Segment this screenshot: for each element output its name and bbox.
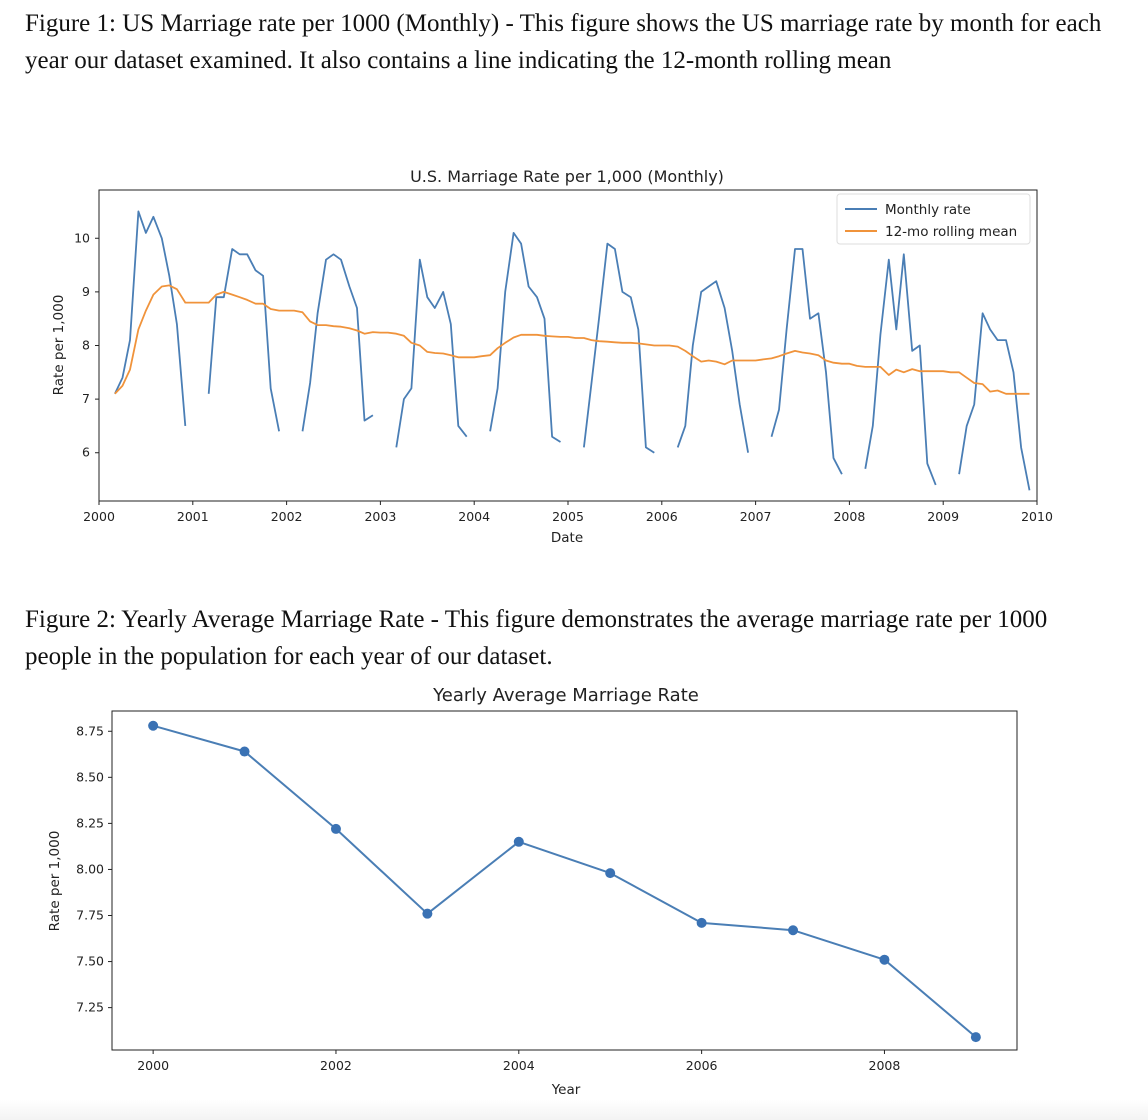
x-tick-label: 2003 [364, 509, 396, 524]
x-axis-ticks: 2000 2002 2004 2006 2008 [137, 1050, 900, 1073]
y-tick-label: 7.75 [76, 908, 104, 923]
y-tick-label: 7.25 [76, 1000, 104, 1015]
x-tick-label: 2010 [1021, 509, 1053, 524]
y-tick-label: 7.50 [76, 954, 104, 969]
x-tick-label: 2001 [177, 509, 209, 524]
y-axis-ticks: 7.25 7.50 7.75 8.00 8.25 8.50 8.75 [76, 723, 112, 1015]
x-tick-label: 2000 [83, 509, 115, 524]
page-bottom-edge [0, 1100, 1148, 1120]
y-tick-label: 8.25 [76, 815, 104, 830]
y-tick-label: 8.00 [76, 861, 104, 876]
x-tick-label: 2008 [869, 1058, 901, 1073]
data-point-2005 [605, 868, 616, 879]
y-tick-label: 7 [82, 391, 90, 406]
x-axis-title: Year [551, 1082, 581, 1098]
x-tick-label: 2004 [503, 1058, 535, 1073]
legend-label-rolling: 12-mo rolling mean [885, 224, 1017, 240]
chart-title: U.S. Marriage Rate per 1,000 (Monthly) [410, 167, 724, 186]
series-line-rolling-mean [114, 284, 1030, 395]
legend: Monthly rate 12-mo rolling mean [836, 193, 1031, 245]
x-tick-label: 2004 [458, 509, 490, 524]
data-point-2006 [696, 917, 707, 928]
figure-2-caption: Figure 2: Yearly Average Marriage Rate -… [25, 606, 1048, 670]
monthly-rate-chart: U.S. Marriage Rate per 1,000 (Monthly) 2… [51, 167, 1053, 546]
data-point-2000 [148, 720, 159, 731]
data-point-2009 [970, 1032, 981, 1043]
y-tick-label: 9 [82, 284, 90, 299]
x-tick-label: 2006 [686, 1058, 718, 1073]
legend-box [836, 193, 1031, 245]
series-lines [114, 210, 1031, 491]
y-tick-label: 8.75 [76, 723, 104, 738]
x-axis-ticks: 2000 2001 2002 2003 2004 2005 2006 2007 2008 2009… [83, 501, 1053, 524]
x-tick-label: 2000 [137, 1058, 169, 1073]
x-tick-label: 2002 [271, 509, 303, 524]
x-tick-label: 2006 [646, 509, 678, 524]
y-tick-label: 6 [82, 445, 90, 460]
x-axis-title: Date [551, 530, 583, 546]
series-line [148, 720, 981, 1043]
y-tick-label: 8 [82, 338, 90, 353]
yearly-average-chart: Yearly Average Marriage Rate 2000 2002 200… [47, 685, 1018, 1098]
data-point-2007 [788, 925, 799, 936]
x-tick-label: 2008 [833, 509, 865, 524]
y-tick-label: 8.50 [76, 769, 104, 784]
y-tick-label: 10 [74, 230, 90, 245]
legend-label-monthly: Monthly rate [885, 202, 971, 218]
data-point-2004 [513, 836, 524, 847]
series-line-monthly-rate [114, 210, 1031, 491]
x-tick-label: 2005 [552, 509, 584, 524]
data-point-2001 [239, 746, 250, 757]
x-tick-label: 2009 [927, 509, 959, 524]
data-point-2008 [879, 954, 890, 965]
y-axis-title: Rate per 1,000 [47, 831, 63, 932]
plot-frame [111, 710, 1018, 1051]
data-point-2002 [330, 823, 341, 834]
x-tick-label: 2002 [320, 1058, 352, 1073]
figure-1-caption: Figure 1: US Marriage rate per 1000 (Mon… [25, 10, 1102, 74]
chart-title: Yearly Average Marriage Rate [432, 685, 699, 706]
x-tick-label: 2007 [740, 509, 772, 524]
y-axis-ticks: 6 7 8 9 10 [74, 230, 99, 460]
series-line-yearly-average [152, 724, 977, 1038]
data-point-2003 [422, 908, 433, 919]
y-axis-title: Rate per 1,000 [51, 295, 67, 396]
